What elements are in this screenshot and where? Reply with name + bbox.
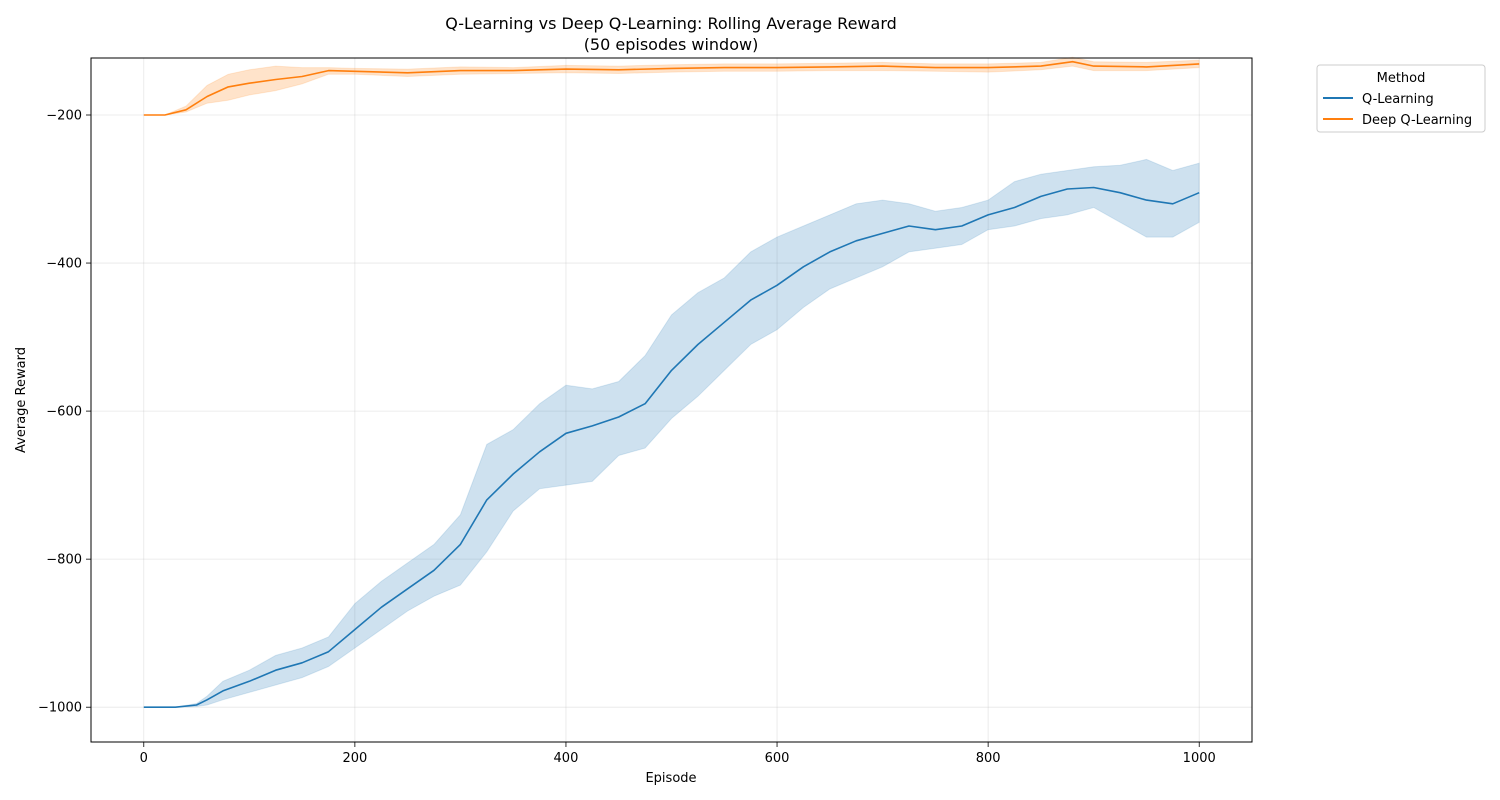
legend-label-q-learning: Q-Learning [1362,92,1434,107]
x-tick-label: 600 [765,751,790,766]
legend-box [1316,64,1486,133]
chart-title: Q-Learning vs Deep Q-Learning: Rolling A… [445,14,897,33]
legend-label-deep-q-learning: Deep Q-Learning [1362,113,1472,128]
x-tick-label: 400 [554,751,579,766]
x-tick-label: 800 [976,751,1001,766]
grid-layer [91,58,1252,742]
line-layer [143,60,1200,708]
y-tick-label: −400 [46,257,82,272]
x-tick-label: 1000 [1183,751,1216,766]
x-axis-label: Episode [645,771,696,786]
q-learning-line [143,186,1200,708]
deep-q-learning-line [143,60,1200,116]
y-axis: −200 −400 −600 −800 −1000 [38,109,91,716]
legend: Method Q-Learning Deep Q-Learning [1316,64,1486,133]
x-axis: 0 200 400 600 800 1000 [140,742,1216,766]
y-tick-label: −600 [46,405,82,420]
y-tick-label: −200 [46,109,82,124]
x-tick-label: 200 [342,751,367,766]
plot-area-frame [90,57,1253,743]
chart-subtitle: (50 episodes window) [584,35,759,54]
x-tick-label: 0 [140,751,148,766]
y-tick-label: −1000 [38,701,82,716]
y-tick-label: −800 [46,553,82,568]
legend-title: Method [1377,71,1426,86]
y-axis-label: Average Reward [14,347,29,453]
